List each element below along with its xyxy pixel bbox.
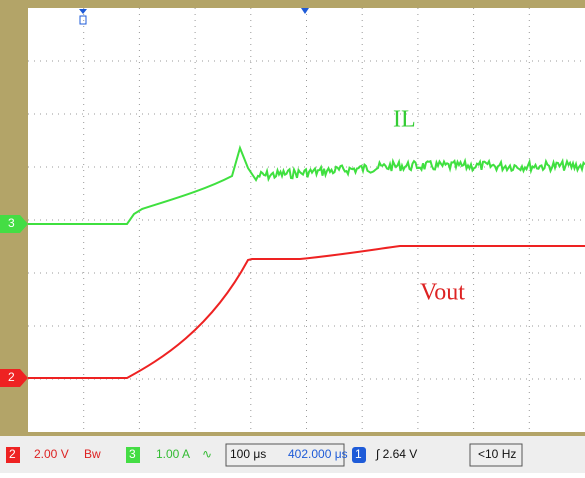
position: 402.000 μs bbox=[288, 447, 348, 461]
trigger-badge-text: 1 bbox=[355, 447, 362, 461]
ch3-badge-text: 3 bbox=[129, 447, 136, 461]
ch3-scale: 1.00 A bbox=[156, 447, 190, 461]
ch2-scale: 2.00 V bbox=[34, 447, 69, 461]
ch2-badge bbox=[6, 447, 20, 463]
ch3-badge bbox=[126, 447, 140, 463]
status-items: 2 2.00 V Bw 3 1.00 A ∿ 100 μs 402.000 μs… bbox=[6, 443, 523, 467]
ch3-tag bbox=[0, 215, 28, 233]
ch3-tag-text: 3 bbox=[8, 216, 15, 230]
status-bar bbox=[0, 436, 585, 473]
ch2-tag-text: 2 bbox=[8, 370, 15, 384]
ch2-bw: Bw bbox=[84, 447, 101, 461]
ch2-badge-text: 2 bbox=[9, 447, 16, 461]
trigger-badge bbox=[352, 447, 366, 463]
plot-area bbox=[28, 8, 585, 432]
timebase-box bbox=[225, 443, 345, 467]
timebase: 100 μs bbox=[230, 447, 266, 461]
ch3-coupling: ∿ bbox=[202, 447, 212, 461]
trigger-level: ∫ 2.64 V bbox=[375, 447, 417, 461]
position-marker bbox=[301, 8, 309, 14]
il-trace bbox=[28, 144, 585, 225]
vout-trace bbox=[28, 245, 585, 379]
frequency-box bbox=[469, 443, 523, 467]
cursor-marker bbox=[79, 15, 87, 25]
il-label: IL bbox=[393, 107, 416, 133]
frequency: <10 Hz bbox=[478, 447, 516, 461]
vout-label: Vout bbox=[420, 280, 465, 306]
trigger-marker bbox=[79, 9, 87, 14]
ch2-tag bbox=[0, 369, 28, 387]
